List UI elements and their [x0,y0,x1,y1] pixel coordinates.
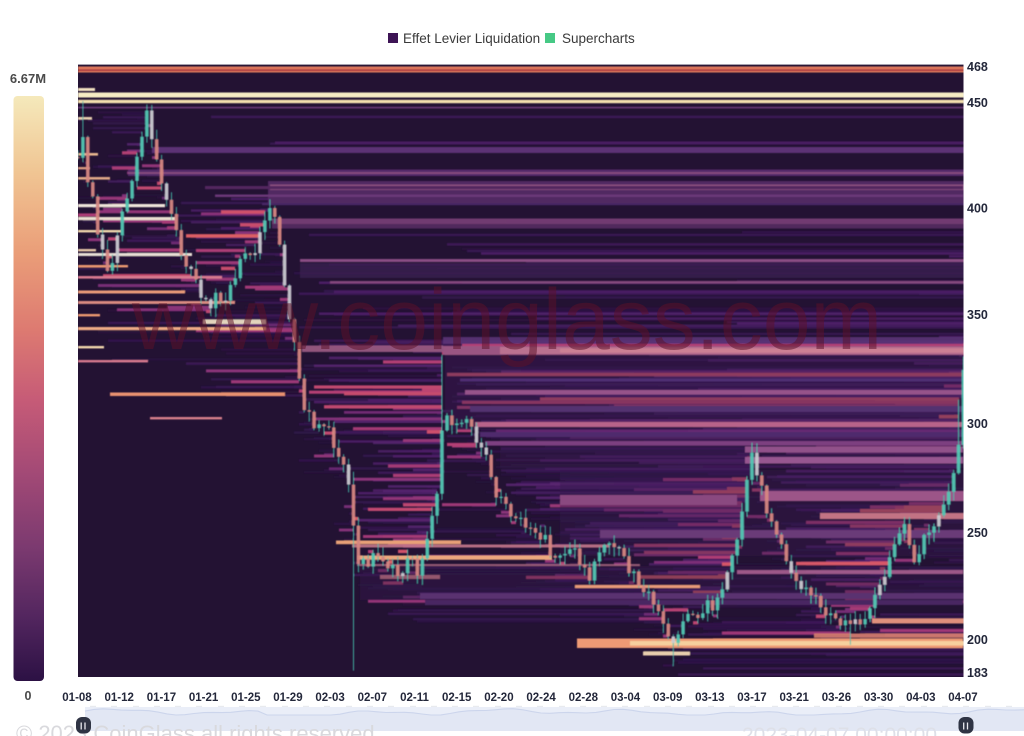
svg-text:03-21: 03-21 [779,692,809,704]
svg-text:2023-04-07 00:00:00: 2023-04-07 00:00:00 [742,724,937,736]
svg-text:03-17: 03-17 [737,692,766,704]
svg-text:350: 350 [967,308,988,322]
svg-text:Supercharts: Supercharts [562,31,635,46]
svg-text:400: 400 [967,202,988,216]
svg-text:01-12: 01-12 [104,692,133,704]
svg-text:03-04: 03-04 [611,692,641,704]
svg-text:02-24: 02-24 [526,692,556,704]
svg-text:03-26: 03-26 [822,692,851,704]
svg-text:02-03: 02-03 [315,692,344,704]
svg-text:02-20: 02-20 [484,692,513,704]
svg-text:6.67M: 6.67M [10,71,46,86]
svg-text:450: 450 [967,96,988,110]
svg-text:183: 183 [967,666,988,680]
svg-text:468: 468 [967,60,988,74]
svg-text:01-29: 01-29 [273,692,302,704]
svg-text:02-28: 02-28 [569,692,599,704]
svg-text:www.coinglass.com: www.coinglass.com [131,272,882,368]
svg-text:03-13: 03-13 [695,692,724,704]
svg-text:02-11: 02-11 [400,692,429,704]
svg-text:300: 300 [967,417,988,431]
svg-text:04-07: 04-07 [948,692,977,704]
svg-text:01-21: 01-21 [189,692,219,704]
svg-text:Effet Levier Liquidation: Effet Levier Liquidation [403,31,540,46]
svg-text:03-09: 03-09 [653,692,682,704]
svg-text:0: 0 [25,689,32,703]
svg-text:03-30: 03-30 [864,692,893,704]
svg-text:01-08: 01-08 [62,692,92,704]
svg-text:200: 200 [967,633,988,647]
svg-text:© 2023 CoinGlass all rights re: © 2023 CoinGlass all rights reserved [16,721,375,736]
svg-text:04-03: 04-03 [906,692,935,704]
svg-text:01-25: 01-25 [231,692,261,704]
svg-text:01-17: 01-17 [147,692,176,704]
svg-text:02-15: 02-15 [442,692,472,704]
svg-text:02-07: 02-07 [358,692,387,704]
svg-text:250: 250 [967,526,988,540]
